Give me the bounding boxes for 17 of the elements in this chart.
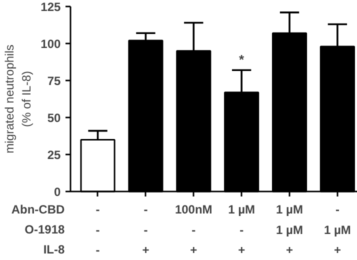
x-tick-label: 1 µM 1 µM + xyxy=(276,202,303,258)
y-tick-label: 50 xyxy=(47,111,62,125)
y-tick-label: 125 xyxy=(40,0,62,14)
y-tick-label: 100 xyxy=(40,37,62,51)
x-tick-label: - - + xyxy=(142,202,150,258)
text: O-1918 xyxy=(24,222,66,236)
x-tick-label: - - - xyxy=(96,202,100,258)
y-tick-label: 25 xyxy=(47,148,62,162)
text: IL-8 xyxy=(43,242,66,256)
y-tick-label: 0 xyxy=(54,185,62,199)
y-tick-label: 75 xyxy=(47,74,62,88)
x-tick-label: 1 µM - + xyxy=(228,202,256,258)
text: Abn-CBD xyxy=(11,202,66,216)
y-axis-title: migrated neutrophils (% of IL-8) xyxy=(2,44,34,154)
x-tick-label: - 1 µM + xyxy=(324,202,351,258)
annotation: * xyxy=(239,52,246,68)
x-tick-label: 100nM - + xyxy=(174,202,212,258)
